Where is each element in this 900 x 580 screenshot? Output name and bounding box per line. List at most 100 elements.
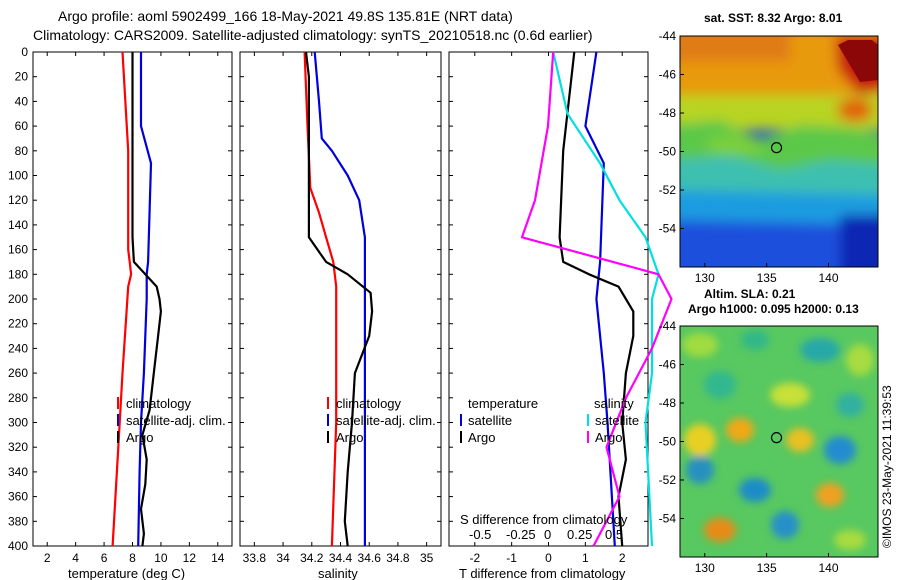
lat-tick-label: -44 [659,29,677,43]
lon-tick-label: 130 [695,561,715,575]
legend-s-argo: Argo [595,430,622,445]
depth-tick-label: 40 [15,94,29,108]
legend-salinity-title: salinity [594,396,634,411]
depth-tick-label: 400 [8,539,28,553]
depth-tick-label: 320 [8,440,28,454]
lat-tick-label: -52 [659,473,677,487]
depth-tick-label: 240 [8,341,28,355]
series-line-s-satellite [552,51,660,547]
lat-tick-label: -50 [659,435,677,449]
argo-location-marker [770,432,783,444]
x-tick-label: 2 [44,551,51,565]
salinity-x-label: salinity [318,566,358,580]
title-line-1: Argo profile: aoml 5902499_166 18-May-20… [58,8,513,24]
lat-tick-label: -48 [659,396,677,410]
series-line-satellite-adj-clim- [137,52,153,547]
s-tick-label: 0.25 [567,527,592,542]
depth-tick-label: 140 [8,218,28,232]
depth-axis: 0 20 40 60 80 100 120 140 160 180 200 220 240 260 280 3… [8,45,28,553]
lat-tick-label: -46 [659,68,677,82]
depth-tick-label: 20 [15,70,29,84]
x-tick-label: 1 [582,551,589,565]
series-line-s-argo [520,51,673,547]
x-tick-label: 34.2 [300,551,324,565]
legend-t-satellite: satellite [468,413,512,428]
legend-argo: Argo [126,430,153,445]
sst-map-title: sat. SST: 8.32 Argo: 8.01 [704,11,843,25]
sst-lat-axis: -44 -46 -48 -50 -52 -54 [659,29,684,236]
legend-temperature-title: temperature [468,396,538,411]
difference-plot-frame [448,51,649,547]
depth-tick-label: 80 [15,144,29,158]
sla-field [680,326,878,557]
legend-t-argo: Argo [468,430,495,445]
x-tick-label: 6 [101,551,108,565]
legend-climatology: climatology [126,396,192,411]
x-tick-label: 12 [183,551,197,565]
depth-tick-label: 340 [8,465,28,479]
series-line-t-argo [558,51,635,547]
series-line-argo [131,52,162,547]
temperature-legend: climatology satellite-adj. clim. Argo [117,396,226,445]
sla-map-title-1: Altim. SLA: 0.21 [704,287,796,301]
x-tick-label: 4 [72,551,79,565]
legend-satellite: satellite-adj. clim. [336,413,436,428]
salinity-series [303,51,374,547]
legend-satellite: satellite-adj. clim. [126,413,226,428]
s-tick-label: -0.25 [506,527,536,542]
sst-lon-axis: 130 135 140 [695,263,839,285]
depth-tick-label: 0 [21,45,28,59]
lat-tick-label: -50 [659,145,677,159]
sla-lat-axis: -44 -46 -48 -50 -52 -54 [659,319,684,526]
temperature-x-axis: 2 4 6 8 10 12 14 [33,51,232,565]
legend-argo: Argo [336,430,363,445]
salinity-legend: climatology satellite-adj. clim. Argo [327,396,436,445]
sla-map-title-2: Argo h1000: 0.095 h2000: 0.13 [688,302,859,316]
lon-tick-label: 135 [757,561,777,575]
depth-tick-label: 260 [8,366,28,380]
x-tick-label: 8 [129,551,136,565]
lat-tick-label: -46 [659,358,677,372]
temperature-panel: 0 20 40 60 80 100 120 140 160 180 200 220 240 260 280 3… [8,45,233,580]
lon-tick-label: 140 [818,271,838,285]
x-tick-label: 34.4 [329,551,353,565]
x-tick-label: -2 [469,551,480,565]
sla-lon-axis: 130 135 140 [695,553,839,575]
lon-tick-label: 140 [818,561,838,575]
legend-climatology: climatology [336,396,402,411]
title-line-2: Climatology: CARS2009. Satellite-adjuste… [33,27,593,43]
depth-tick-label: 120 [8,193,28,207]
depth-tick-label: 220 [8,317,28,331]
x-tick-label: 0 [545,551,552,565]
x-tick-label: 34.8 [386,551,410,565]
lon-tick-label: 130 [695,271,715,285]
s-difference-label: S difference from climatology [460,512,628,527]
salinity-panel: 33.8 34 34.2 34.4 34.6 34.8 35 climatology sat… [239,51,442,580]
x-tick-label: 34 [276,551,290,565]
t-difference-x-label: T difference from climatology [459,566,626,580]
depth-tick-label: 380 [8,514,28,528]
temperature-x-label: temperature (deg C) [68,566,185,580]
argo-location-marker [770,142,783,154]
sst-map: sat. SST: 8.32 Argo: 8.01 -44 -46 -48 -50 -5… [659,11,879,285]
depth-tick-label: 280 [8,391,28,405]
s-tick-label: 0.5 [605,527,623,542]
series-line-argo [304,51,374,547]
series-line-satellite-adj-clim- [313,51,366,546]
series-line-t-satellite [584,51,616,547]
salinity-plot-frame [239,51,442,547]
t-difference-x-axis: -2 -1 0 1 2 [449,51,648,565]
lat-tick-label: -44 [659,319,677,333]
series-line-climatology [111,51,133,547]
legend-s-satellite: satellite [595,413,639,428]
s-difference-ticks: -0.5 -0.25 0 0.25 0.5 [469,527,623,542]
sla-map: Altim. SLA: 0.21 Argo h1000: 0.095 h2000… [659,287,879,575]
x-tick-label: 14 [211,551,225,565]
temperature-series [111,51,162,547]
salinity-x-axis: 33.8 34 34.2 34.4 34.6 34.8 35 [240,51,441,565]
lon-tick-label: 135 [757,271,777,285]
sst-field [680,36,878,267]
s-tick-label: -0.5 [469,527,491,542]
x-tick-label: 2 [619,551,626,565]
